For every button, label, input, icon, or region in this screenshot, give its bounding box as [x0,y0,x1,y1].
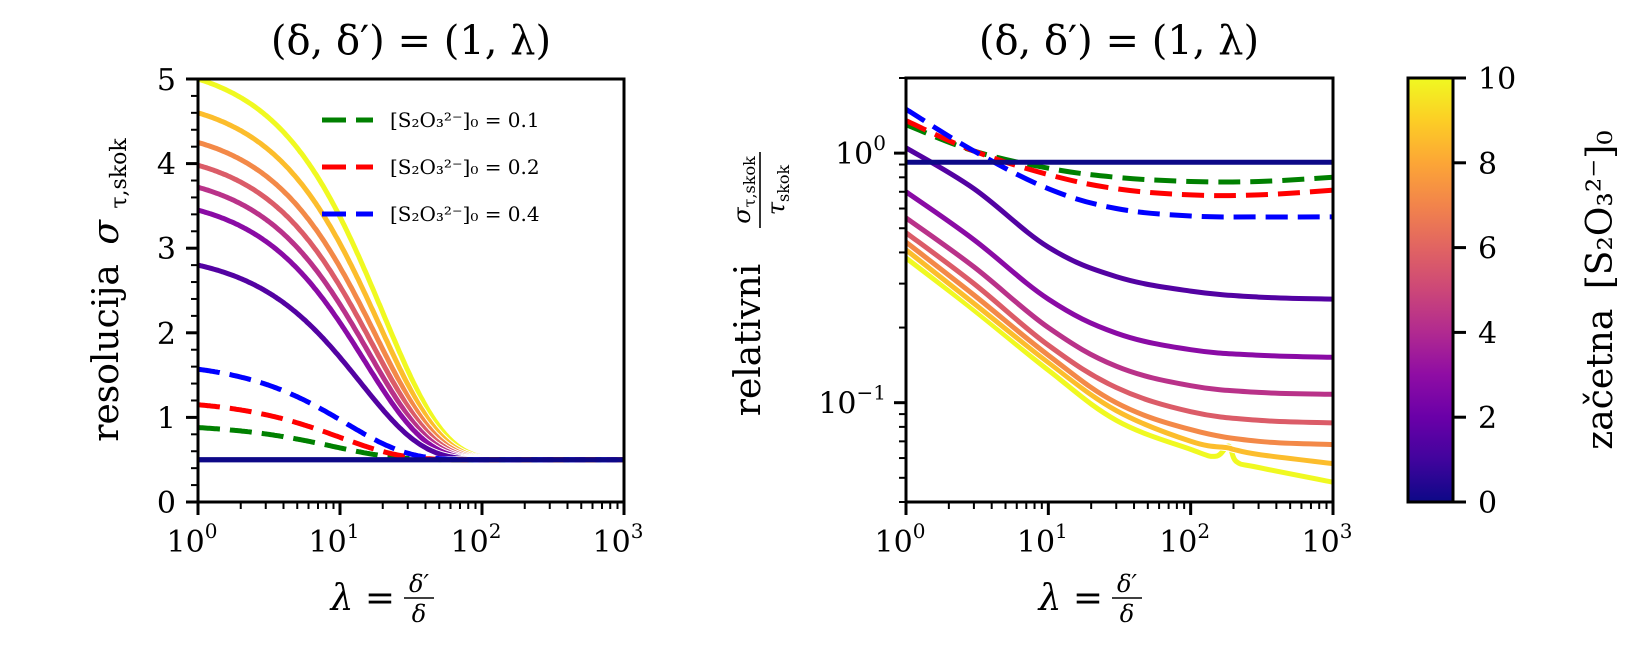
right-ylabel-sigma: σ [728,207,756,224]
left-xlabel-num: δ′ [409,570,429,598]
right-curve-c8.57 [906,247,1333,467]
x-tick-label: 102 [451,519,502,560]
y-tick-label: 2 [157,317,176,352]
legend-label: [S₂O₃²⁻]₀ = 0.2 [390,155,540,179]
y-tick-label: 100 [835,131,886,172]
left-curve-c4.29 [198,184,624,463]
right-ylabel: relativni στ,skok τskok [728,152,793,416]
right-ylabel-sub2: skok [774,164,793,202]
left-ylabel: resolucija σ τ,skok [86,138,132,442]
right-ylabel-sub1: τ,skok [740,156,759,207]
left-axis-ticks: 0 1 2 3 4 5 100 101 102 103 [157,63,644,560]
y-tick-label: 1 [157,401,176,436]
legend-item: [S₂O₃²⁻]₀ = 0.2 [322,155,540,179]
right-panel: (δ, δ′) = (1, λ) 100 10−1 100 101 102 103 rel… [728,18,1352,628]
right-curve-c5.71 [906,230,1333,426]
y-tick-label: 4 [157,148,176,183]
legend-label: [S₂O₃²⁻]₀ = 0.4 [390,202,540,226]
right-axes-frame [904,76,1335,504]
colorbar-tick-label: 8 [1478,147,1497,182]
right-dashed-008000 [906,122,1333,185]
right-ylabel-tau: τ [762,201,790,215]
svg-text:resolucija σ τ: resolucija σ τ,skok [86,138,132,442]
right-axis-ticks: 100 10−1 100 101 102 103 [818,77,1353,560]
y-tick-label: 10−1 [818,381,886,422]
x-tick-label: 100 [167,519,218,560]
right-curve-c1.43 [906,145,1333,302]
svg-text:začetna [S₂O₃²⁻]₀: začetna [S₂O₃²⁻]₀ [1580,130,1621,449]
left-xlabel-den: δ [412,600,426,628]
right-curve-c10 [906,256,1333,485]
colorbar-tick-label: 0 [1478,486,1497,521]
legend-item: [S₂O₃²⁻]₀ = 0.1 [322,108,540,132]
right-dashed-0000ff [906,107,1333,220]
right-ylabel-den: τskok [762,164,793,215]
x-tick-label: 103 [1302,519,1353,560]
y-tick-label: 5 [157,63,176,98]
y-tick-label: 3 [157,232,176,267]
colorbar-tick-label: 6 [1478,232,1497,267]
right-plot-lines [906,107,1333,486]
right-xlabel: λ = δ′ δ [1037,570,1142,628]
colorbar-ticks: 0 2 4 6 8 10 [1453,62,1516,521]
left-title: (δ, δ′) = (1, λ) [271,18,551,64]
colorbar-tick-label: 10 [1478,62,1516,97]
x-tick-label: 103 [593,519,644,560]
colorbar: 0 2 4 6 8 10 začetna [S₂O₃²⁻]₀ [1406,62,1621,521]
colorbar-label: začetna [S₂O₃²⁻]₀ [1580,130,1621,449]
legend-label: [S₂O₃²⁻]₀ = 0.1 [390,108,540,132]
right-curve-c2.86 [906,189,1333,360]
right-ylabel-word: relativni [728,264,769,417]
right-curve-c7.14 [906,240,1333,447]
right-title: (δ, δ′) = (1, λ) [979,18,1259,64]
colorbar-tick-label: 2 [1478,401,1497,436]
left-ylabel-sigma: σ [86,219,127,245]
left-panel: (δ, δ′) = (1, λ) 0 1 2 3 4 5 100 101 102 103 reso… [86,18,643,628]
right-xlabel-lambda: λ = [1037,578,1103,619]
left-ylabel-word: resolucija [86,264,127,442]
left-plot-lines [198,79,624,464]
left-ylabel-sub: τ,skok [107,138,132,209]
colorbar-label-species: [S₂O₃²⁻]₀ [1580,130,1621,289]
right-curve-c4.29 [906,215,1333,397]
legend: [S₂O₃²⁻]₀ = 0.1 [S₂O₃²⁻]₀ = 0.2 [S₂O₃²⁻]… [322,108,540,226]
x-tick-label: 102 [1159,519,1210,560]
x-tick-label: 101 [1017,519,1068,560]
y-tick-label: 0 [157,486,176,521]
left-curve-outline [198,206,624,464]
left-xlabel: λ = δ′ δ [329,570,434,628]
right-xlabel-den: δ [1120,600,1134,628]
x-tick-label: 100 [875,519,926,560]
legend-item: [S₂O₃²⁻]₀ = 0.4 [322,202,540,226]
left-xlabel-lambda: λ = [329,578,395,619]
right-xlabel-num: δ′ [1117,570,1137,598]
right-ylabel-num: στ,skok [728,156,759,224]
colorbar-tick-label: 4 [1478,316,1497,351]
left-axes-frame [196,77,626,504]
x-tick-label: 101 [309,519,360,560]
colorbar-gradient [1406,76,1455,504]
colorbar-label-word: začetna [1580,309,1621,450]
